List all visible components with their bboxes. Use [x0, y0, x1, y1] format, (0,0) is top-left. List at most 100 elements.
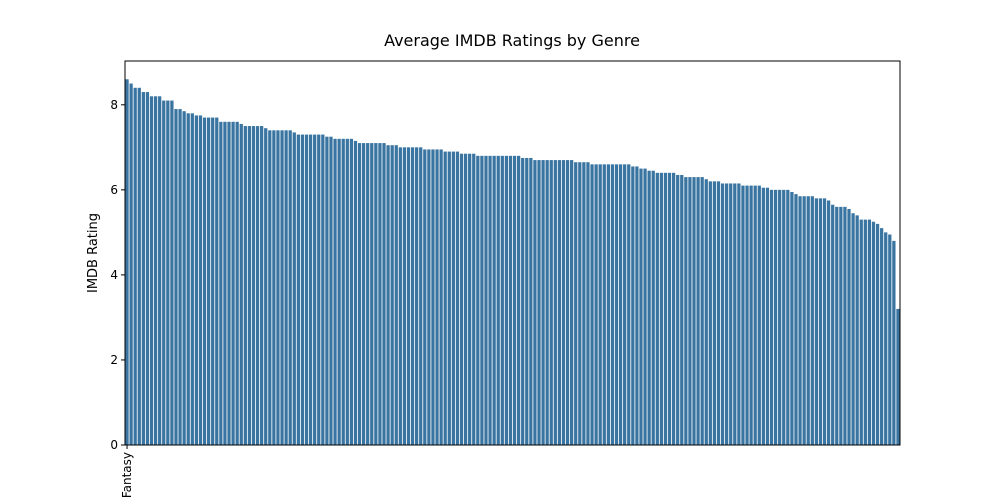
bar: [884, 232, 888, 445]
bar: [847, 208, 851, 445]
bar: [708, 181, 712, 445]
bar: [578, 162, 582, 446]
bar: [325, 136, 329, 446]
bar: [264, 128, 268, 445]
bar: [137, 87, 141, 445]
bar: [145, 92, 150, 446]
bar: [410, 147, 415, 446]
bar: [149, 96, 154, 445]
bar: [778, 189, 782, 445]
bar: [570, 160, 574, 445]
bar: [337, 138, 341, 445]
bar: [521, 157, 525, 445]
bar: [676, 174, 680, 445]
bar: [496, 155, 500, 445]
bar: [488, 155, 492, 445]
bar: [463, 153, 468, 445]
bar: [667, 172, 672, 446]
bar: [590, 164, 594, 445]
bar: [598, 164, 602, 445]
bar: [533, 160, 537, 445]
bar: [798, 196, 802, 445]
bar: [512, 155, 517, 445]
bar: [468, 153, 472, 445]
bar: [451, 151, 455, 446]
bar: [370, 143, 374, 445]
bar: [374, 143, 378, 445]
bar: [182, 111, 186, 445]
bar: [525, 157, 529, 445]
plot-frame: [124, 60, 901, 446]
bar: [790, 191, 794, 445]
bar: [859, 219, 863, 445]
bar: [382, 143, 386, 445]
bar: [716, 181, 721, 445]
bar: [831, 204, 835, 445]
bar: [647, 170, 651, 445]
bar: [292, 132, 296, 445]
bar: [757, 185, 761, 445]
bar: [863, 219, 867, 445]
bar: [219, 121, 223, 445]
y-tick-label: 6: [110, 183, 118, 197]
bar: [867, 219, 872, 445]
bar: [814, 198, 819, 445]
bar: [892, 240, 896, 445]
bar: [296, 134, 300, 445]
bar: [565, 160, 570, 445]
bar: [415, 147, 419, 446]
y-tick-label: 2: [110, 353, 118, 367]
bar: [529, 157, 533, 445]
bar: [260, 126, 264, 446]
bar: [435, 149, 439, 445]
bar: [537, 160, 541, 445]
bar: [398, 147, 402, 446]
bar: [211, 117, 215, 445]
bar: [166, 100, 170, 446]
bar: [300, 134, 305, 445]
bar: [720, 183, 725, 446]
bar: [639, 168, 643, 445]
bar: [516, 155, 521, 445]
bar: [394, 145, 398, 445]
bar: [255, 126, 260, 446]
bar: [378, 143, 382, 445]
bar: [508, 155, 513, 445]
bar: [875, 223, 880, 445]
bar: [810, 196, 814, 445]
bar: [304, 134, 309, 445]
y-tick-label: 4: [110, 268, 118, 282]
bar: [602, 164, 606, 445]
bar: [272, 130, 276, 445]
bar: [631, 166, 635, 445]
bar: [541, 160, 545, 445]
bar: [472, 153, 476, 445]
bar: [349, 138, 354, 445]
bar: [427, 149, 431, 445]
bar: [733, 183, 737, 446]
bar: [851, 213, 855, 445]
bar: [623, 164, 627, 445]
bar: [480, 155, 484, 445]
bar: [170, 100, 174, 446]
bar: [729, 183, 733, 446]
bar: [896, 308, 900, 445]
bar: [871, 221, 876, 445]
bar: [794, 194, 798, 445]
bar: [614, 164, 619, 445]
bar: [288, 130, 292, 445]
bar: [129, 83, 133, 445]
bar: [329, 136, 333, 446]
bar: [227, 121, 231, 445]
bar: [643, 168, 647, 445]
bar: [671, 172, 676, 446]
bar: [725, 183, 729, 446]
bar: [178, 109, 182, 445]
bar: [443, 151, 447, 446]
bar: [174, 109, 178, 445]
bar: [826, 200, 831, 445]
bar: [215, 117, 219, 445]
bar: [806, 196, 810, 445]
bar: [659, 172, 664, 446]
